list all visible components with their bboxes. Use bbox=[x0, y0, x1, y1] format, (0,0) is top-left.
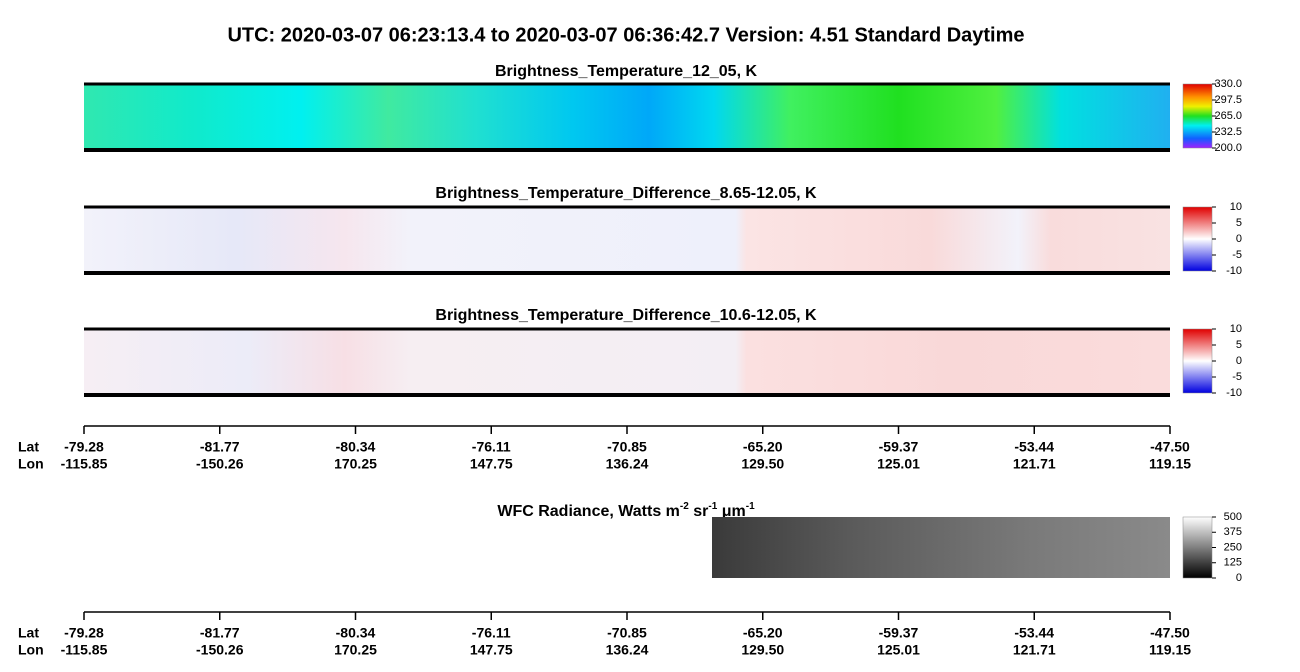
lon-label: 129.50 bbox=[741, 642, 784, 658]
colorbar-label: 5 bbox=[1236, 217, 1242, 229]
colorbar-label: 265.0 bbox=[1214, 110, 1242, 122]
colorbar-label: 250 bbox=[1224, 541, 1242, 553]
colorbar-label: 0 bbox=[1236, 355, 1242, 367]
lon-label: 129.50 bbox=[741, 456, 784, 472]
title-sup: -1 bbox=[708, 501, 717, 512]
colorbar-label: 232.5 bbox=[1214, 126, 1242, 138]
colorbar-label: 375 bbox=[1224, 526, 1242, 538]
colorbar bbox=[1182, 328, 1213, 394]
lat-label: -59.37 bbox=[879, 625, 919, 641]
colorbar-label: 200.0 bbox=[1214, 142, 1242, 154]
row-label: Lat bbox=[18, 625, 39, 641]
lat-label: -79.28 bbox=[64, 625, 104, 641]
lat-label: -81.77 bbox=[200, 439, 240, 455]
lon-label: 147.75 bbox=[470, 456, 513, 472]
colorbar bbox=[1182, 206, 1213, 272]
lat-label: -76.11 bbox=[472, 625, 511, 641]
colorbar bbox=[1182, 83, 1213, 149]
lat-label: -80.34 bbox=[336, 625, 376, 641]
strip-image bbox=[84, 84, 1170, 150]
lon-label: 119.15 bbox=[1149, 456, 1191, 472]
row-label: Lat bbox=[18, 439, 39, 455]
lon-label: 121.71 bbox=[1013, 642, 1056, 658]
colorbar-label: -10 bbox=[1226, 265, 1242, 277]
colorbar-label: 125 bbox=[1224, 557, 1242, 569]
title-part: μm bbox=[717, 503, 745, 520]
lon-label: 119.15 bbox=[1149, 642, 1191, 658]
lat-label: -59.37 bbox=[879, 439, 919, 455]
page-title: UTC: 2020-03-07 06:23:13.4 to 2020-03-07… bbox=[227, 24, 1024, 46]
lon-label: 125.01 bbox=[877, 456, 920, 472]
colorbar-label: -5 bbox=[1232, 371, 1242, 383]
colorbar-label: -10 bbox=[1226, 387, 1242, 399]
lon-label: 170.25 bbox=[334, 456, 377, 472]
panel-title: Brightness_Temperature_Difference_8.65-1… bbox=[435, 185, 817, 202]
lon-label: 136.24 bbox=[606, 456, 649, 472]
lat-label: -81.77 bbox=[200, 625, 240, 641]
colorbar-label: 10 bbox=[1230, 323, 1242, 335]
panel-title: Brightness_Temperature_12_05, K bbox=[495, 63, 757, 80]
colorbar-label: 10 bbox=[1230, 201, 1242, 213]
lat-label: -65.20 bbox=[743, 625, 783, 641]
colorbar-label: 5 bbox=[1236, 339, 1242, 351]
colorbar-label: 297.5 bbox=[1214, 94, 1242, 106]
lat-label: -70.85 bbox=[607, 625, 647, 641]
strip-image bbox=[84, 329, 1170, 395]
colorbar-label: 0 bbox=[1236, 233, 1242, 245]
row-label: Lon bbox=[18, 642, 44, 658]
lon-label: -115.85 bbox=[61, 456, 108, 472]
lat-label: -76.11 bbox=[472, 439, 511, 455]
title-part: sr bbox=[689, 503, 709, 520]
title-part: WFC Radiance, Watts m bbox=[497, 503, 680, 520]
colorbar-label: 0 bbox=[1236, 572, 1242, 584]
lon-label: 121.71 bbox=[1013, 456, 1056, 472]
lon-label: 170.25 bbox=[334, 642, 377, 658]
lat-label: -53.44 bbox=[1014, 625, 1054, 641]
lon-label: 147.75 bbox=[470, 642, 513, 658]
colorbar-label: 500 bbox=[1224, 511, 1242, 523]
row-label: Lon bbox=[18, 456, 44, 472]
lon-label: 125.01 bbox=[877, 642, 920, 658]
wfc-image bbox=[712, 517, 1170, 578]
lat-label: -79.28 bbox=[64, 439, 104, 455]
lon-label: 136.24 bbox=[606, 642, 649, 658]
lat-label: -70.85 bbox=[607, 439, 647, 455]
colorbar bbox=[1182, 516, 1213, 579]
lon-label: -150.26 bbox=[196, 456, 244, 472]
colorbar-label: 330.0 bbox=[1214, 78, 1242, 90]
lat-label: -47.50 bbox=[1150, 439, 1190, 455]
wfc-title: WFC Radiance, Watts m-2 sr-1 μm-1 bbox=[497, 501, 755, 521]
strip-image bbox=[84, 207, 1170, 273]
title-sup: -1 bbox=[746, 501, 755, 512]
lat-label: -47.50 bbox=[1150, 625, 1190, 641]
colorbar-label: -5 bbox=[1232, 249, 1242, 261]
lon-label: -115.85 bbox=[61, 642, 108, 658]
lon-label: -150.26 bbox=[196, 642, 244, 658]
lat-label: -65.20 bbox=[743, 439, 783, 455]
lat-label: -53.44 bbox=[1014, 439, 1054, 455]
panel-title: Brightness_Temperature_Difference_10.6-1… bbox=[435, 307, 817, 324]
title-sup: -2 bbox=[680, 501, 689, 512]
lat-label: -80.34 bbox=[336, 439, 376, 455]
